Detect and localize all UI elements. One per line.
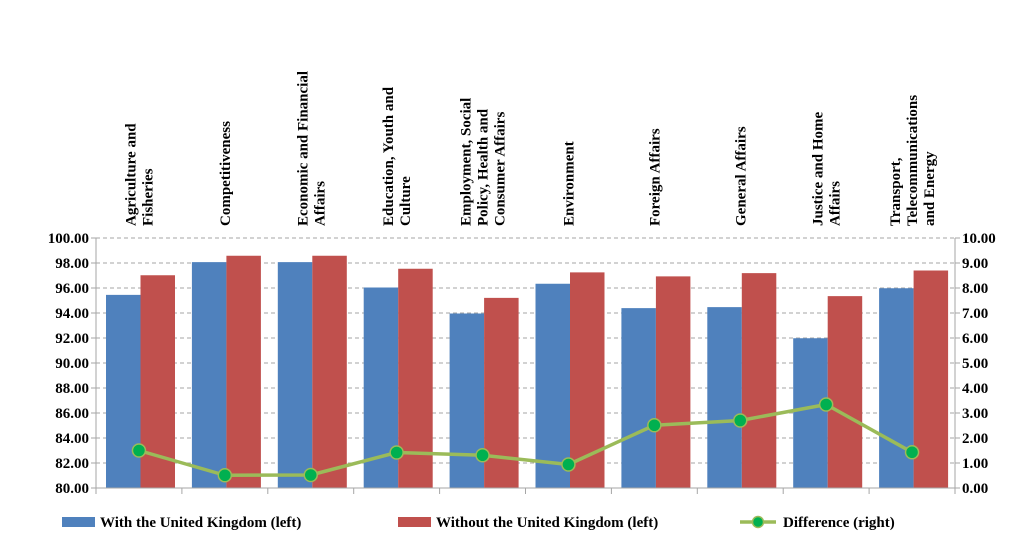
category-label: Policy, Health and [476,108,492,226]
category-label: Justice and Home [811,111,827,226]
category-label: Transport, [888,157,904,226]
difference-point [131,443,147,458]
difference-line [131,397,920,483]
left-axis-tick-label: 88.00 [55,381,89,397]
left-axis-tick-label: 92.00 [55,331,89,347]
right-axis-tick-label: 7.00 [962,306,988,322]
legend-swatch-without-uk [398,517,431,527]
legend-swatch-with-uk [62,517,95,527]
category-label: Agriculture and [123,123,139,226]
bar-without-uk [913,270,949,488]
right-axis-tick-label: 10.00 [962,231,996,247]
difference-point [647,418,662,433]
legend-label: With the United Kingdom (left) [100,515,301,531]
category-label: Culture [398,176,414,226]
right-axis-tick-label: 4.00 [962,381,988,397]
difference-point [303,467,318,483]
category-label: Fisheries [140,168,156,226]
category-label: Affairs [312,181,328,226]
category-label: and Energy [922,151,938,226]
right-axis-tick-label: 8.00 [962,281,988,297]
category-label: Employment, Social [459,98,475,226]
right-axis-tick-label: 9.00 [962,256,988,272]
left-axis-tick-label: 100.00 [48,231,89,247]
left-axis-tick-label: 98.00 [55,256,89,272]
bar-with-uk [621,308,656,488]
axes: 80.00 82.00 84.00 86.00 88.00 90.00 92.00 94.00… [48,231,996,497]
difference-point [389,445,404,460]
difference-line-path [138,402,913,477]
left-axis-tick-label: 86.00 [55,406,89,422]
category-label: Environment [561,141,577,226]
category-label: Telecommunications [905,95,921,226]
legend-marker-icon [751,515,765,529]
left-axis-tick-label: 90.00 [55,356,89,372]
bar-without-uk [655,276,691,488]
category-label: Consumer Affairs [493,112,509,226]
difference-point [217,468,233,483]
right-axis-tick-label: 5.00 [962,356,988,372]
category-label: Competitiveness [218,121,234,226]
left-axis-tick-label: 96.00 [55,281,89,297]
bar-with-uk [106,294,141,488]
bar-with-uk [535,283,570,488]
left-axis-tick-label: 94.00 [55,306,89,322]
left-axis-tick-label: 80.00 [55,481,89,497]
category-label: Education, Youth and [381,86,397,226]
bar-without-uk [312,255,347,488]
bar-without-uk [741,273,777,488]
category-label: Economic and Financial [295,71,311,226]
bars [106,255,949,488]
category-labels: Agriculture and Fisheries Competitiveness E… [123,71,938,226]
difference-point [818,397,834,412]
right-axis-tick-label: 6.00 [962,331,988,347]
category-label: General Affairs [733,126,749,226]
right-axis-tick-label: 0.00 [962,481,988,497]
left-axis-tick-label: 82.00 [55,456,89,472]
category-label: Affairs [828,181,844,226]
bar-with-uk [707,307,742,488]
right-axis-tick-label: 1.00 [962,456,988,472]
bar-with-uk [277,262,313,488]
difference-point [733,413,748,428]
bar-without-uk [226,255,261,488]
bar-with-uk [191,262,227,488]
legend: With the United Kingdom (left) Without th… [62,515,895,531]
difference-point [904,445,920,460]
bar-without-uk [827,296,863,488]
left-axis-tick-label: 84.00 [55,431,89,447]
legend-label: Difference (right) [783,515,895,531]
bar-with-uk [449,313,485,488]
difference-point [561,457,576,472]
legend-label: Without the United Kingdom (left) [436,515,658,531]
category-label: Foreign Affairs [647,128,663,226]
right-axis-tick-label: 2.00 [962,431,988,447]
bar-with-uk [793,338,828,488]
right-axis-tick-label: 3.00 [962,406,988,422]
difference-point [475,448,490,463]
